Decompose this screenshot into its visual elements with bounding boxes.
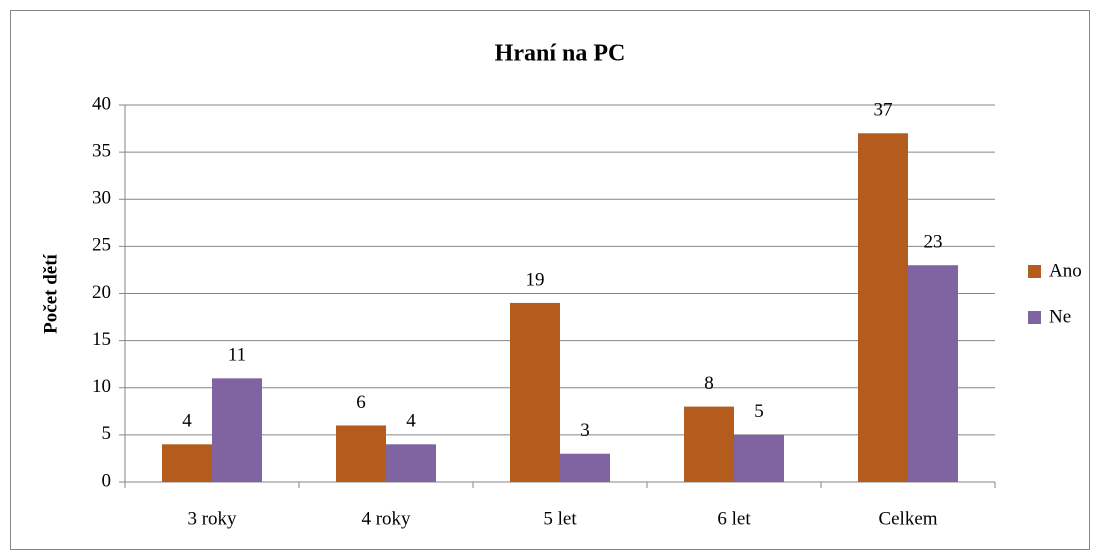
x-tick-label: 6 let (717, 508, 751, 529)
y-tick-label: 30 (92, 188, 111, 209)
data-label: 23 (924, 232, 943, 253)
y-tick-label: 25 (92, 235, 111, 256)
bar (560, 453, 610, 482)
x-tick-label: 5 let (543, 508, 577, 529)
data-label: 4 (182, 411, 192, 432)
y-tick-label: 10 (92, 376, 111, 397)
bar (336, 425, 386, 482)
chart-title: Hraní na PC (495, 41, 626, 67)
legend-label: Ne (1049, 306, 1071, 327)
y-tick-label: 40 (92, 93, 111, 114)
data-label: 11 (228, 345, 246, 366)
bar (908, 265, 958, 482)
y-axis-label: Počet dětí (40, 253, 61, 333)
y-tick-label: 5 (102, 423, 112, 444)
x-tick-label: Celkem (878, 508, 937, 529)
data-label: 19 (526, 269, 545, 290)
bar (386, 444, 436, 482)
bar (162, 444, 212, 482)
data-label: 5 (754, 401, 764, 422)
bar (684, 406, 734, 482)
data-label: 4 (406, 411, 416, 432)
y-tick-label: 35 (92, 140, 111, 161)
bar (734, 434, 784, 482)
legend-swatch (1028, 265, 1041, 278)
data-label: 6 (356, 392, 366, 413)
data-label: 8 (704, 373, 714, 394)
x-tick-label: 3 roky (187, 508, 237, 529)
bar (510, 302, 560, 482)
legend-label: Ano (1049, 260, 1082, 281)
y-tick-label: 20 (92, 282, 111, 303)
bar (212, 378, 262, 482)
x-tick-label: 4 roky (361, 508, 411, 529)
data-label: 37 (874, 100, 893, 121)
data-label: 3 (580, 420, 590, 441)
legend-swatch (1028, 311, 1041, 324)
y-tick-label: 15 (92, 329, 111, 350)
bar (858, 133, 908, 482)
y-tick-label: 0 (102, 470, 112, 491)
